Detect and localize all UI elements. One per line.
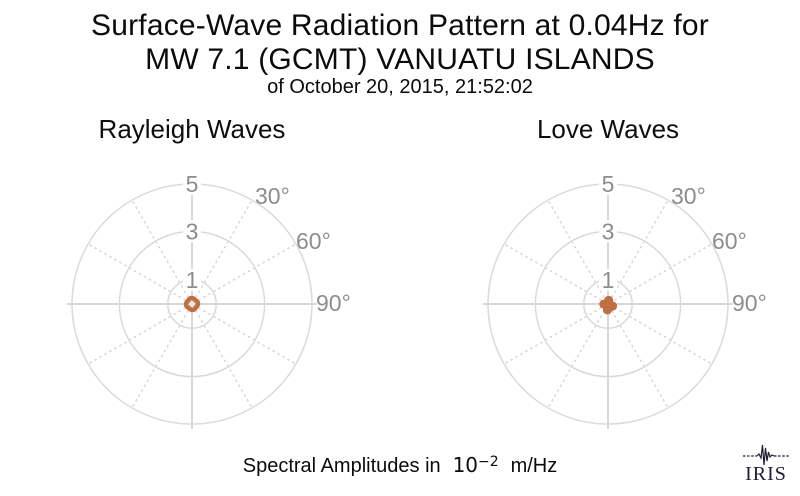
rayleigh-angle-labels: 30° 60° 90°	[255, 183, 351, 316]
rayleigh-radiation-pattern	[183, 295, 201, 313]
rayleigh-radial-tick-labels: 5 3 1	[186, 171, 199, 293]
angle-label-90: 90°	[316, 290, 351, 316]
love-pattern-core	[603, 300, 613, 310]
rayleigh-plot-title: Rayleigh Waves	[98, 114, 286, 144]
love-polar-plot: 5 3 1 30° 60° 90°	[483, 171, 767, 429]
angle-label-60: 60°	[296, 228, 331, 254]
angle-label-30: 30°	[255, 183, 290, 209]
radial-tick-5: 5	[186, 171, 199, 197]
love-radiation-pattern	[599, 295, 618, 315]
love-plot-title: Love Waves	[536, 114, 680, 144]
radial-tick-3: 3	[602, 218, 615, 244]
angle-label-60: 60°	[712, 228, 747, 254]
figure-subtitle: of October 20, 2015, 21:52:02	[267, 76, 533, 98]
angle-label-90: 90°	[732, 290, 767, 316]
caption-exponent: −2	[478, 454, 499, 470]
caption-suffix: m/Hz	[510, 455, 558, 477]
caption-prefix: Spectral Amplitudes in	[242, 455, 441, 477]
rayleigh-radial-tick-bg	[183, 173, 201, 291]
radial-tick-1: 1	[602, 267, 615, 293]
love-dotted-spokes	[503, 199, 713, 409]
rayleigh-dotted-spokes	[87, 199, 297, 409]
iris-logo-seismogram-icon	[743, 444, 790, 466]
caption-math: 10−2	[446, 453, 505, 477]
iris-logo-text: IRIS	[745, 463, 787, 485]
caption-mantissa: 10	[452, 453, 479, 477]
figure-title-line2: MW 7.1 (GCMT) VANUATU ISLANDS	[145, 43, 655, 76]
angle-label-30: 30°	[671, 183, 706, 209]
rayleigh-pattern-ring	[183, 295, 201, 313]
love-angle-labels: 30° 60° 90°	[671, 183, 767, 316]
iris-logo: IRIS	[743, 444, 790, 485]
love-radial-tick-bg	[599, 173, 617, 291]
love-radial-tick-labels: 5 3 1	[602, 171, 615, 293]
radial-tick-1: 1	[186, 267, 199, 293]
radial-tick-3: 3	[186, 218, 199, 244]
caption: Spectral Amplitudes in 10−2 m/Hz	[0, 453, 800, 478]
radial-tick-5: 5	[602, 171, 615, 197]
figure-title-line1: Surface-Wave Radiation Pattern at 0.04Hz…	[91, 9, 709, 42]
rayleigh-polar-plot: 5 3 1 30° 60° 90°	[67, 171, 351, 429]
